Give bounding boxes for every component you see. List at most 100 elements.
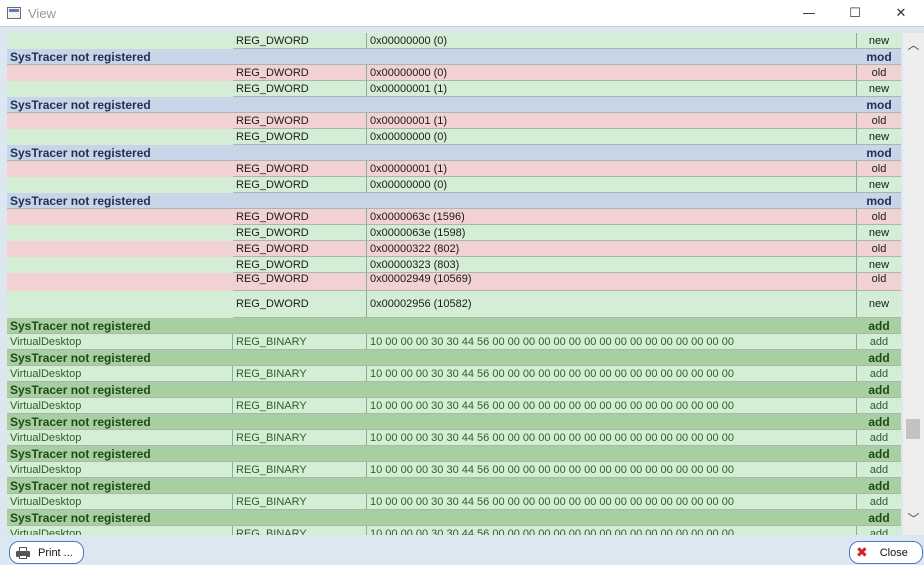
maximize-button[interactable]: ☐ (849, 5, 861, 21)
vertical-scrollbar[interactable]: ︿ ﹀ (903, 33, 924, 536)
group-status: add (857, 478, 901, 494)
table-row-new[interactable]: REG_DWORD 0x00000323 (803) new (7, 257, 901, 273)
status-cell: old (857, 273, 901, 291)
table-row-add[interactable]: VirtualDesktop REG_BINARY 10 00 00 00 30… (7, 430, 901, 446)
print-button-label: Print ... (38, 546, 73, 559)
group-header-add[interactable]: SysTracer not registered add (7, 446, 901, 462)
group-header-label: SysTracer not registered (7, 510, 857, 526)
type-cell: REG_DWORD (233, 273, 367, 291)
group-header-label: SysTracer not registered (7, 97, 857, 113)
value-cell: 0x00002956 (10582) (367, 291, 857, 318)
type-cell: REG_BINARY (233, 526, 367, 536)
group-status: add (857, 318, 901, 334)
group-header-label: SysTracer not registered (7, 414, 857, 430)
value-cell: 0x00002949 (10569) (367, 273, 857, 291)
table-row-add[interactable]: VirtualDesktop REG_BINARY 10 00 00 00 30… (7, 526, 901, 536)
table-row-old[interactable]: REG_DWORD 0x00000322 (802) old (7, 241, 901, 257)
close-button[interactable]: ✖ Close (849, 541, 923, 564)
group-header-label: SysTracer not registered (7, 478, 857, 494)
table-row-new[interactable]: REG_DWORD 0x00000001 (1) new (7, 81, 901, 97)
status-cell: old (857, 113, 901, 129)
status-cell: old (857, 161, 901, 177)
key-spacer (7, 209, 233, 225)
scroll-down-icon[interactable]: ﹀ (907, 511, 920, 526)
type-cell: REG_DWORD (233, 177, 367, 193)
value-cell: 10 00 00 00 30 30 44 56 00 00 00 00 00 0… (367, 430, 857, 446)
group-header-add[interactable]: SysTracer not registered add (7, 510, 901, 526)
table-row-old[interactable]: REG_DWORD 0x00000001 (1) old (7, 113, 901, 129)
group-header-label: SysTracer not registered (7, 193, 857, 209)
value-cell: 10 00 00 00 30 30 44 56 00 00 00 00 00 0… (367, 462, 857, 478)
group-header-add[interactable]: SysTracer not registered add (7, 318, 901, 334)
key-cell: VirtualDesktop (7, 398, 233, 414)
status-cell: add (857, 462, 901, 478)
status-cell: new (857, 257, 901, 273)
type-cell: REG_BINARY (233, 334, 367, 350)
value-cell: 0x00000000 (0) (367, 65, 857, 81)
status-cell: add (857, 398, 901, 414)
table-row-new[interactable]: REG_DWORD 0x00000000 (0) new (7, 129, 901, 145)
group-header-label: SysTracer not registered (7, 145, 857, 161)
group-header-mod[interactable]: SysTracer not registered mod (7, 193, 901, 209)
table-row[interactable]: REG_DWORD 0x00000000 (0) new (7, 33, 901, 49)
key-cell: VirtualDesktop (7, 430, 233, 446)
key-spacer (7, 65, 233, 81)
table-row-add[interactable]: VirtualDesktop REG_BINARY 10 00 00 00 30… (7, 366, 901, 382)
table-row-old[interactable]: REG_DWORD 0x00000000 (0) old (7, 65, 901, 81)
table-row-new[interactable]: REG_DWORD 0x00000000 (0) new (7, 177, 901, 193)
table-row-old[interactable]: REG_DWORD 0x00000001 (1) old (7, 161, 901, 177)
key-spacer (7, 129, 233, 145)
scrollbar-thumb[interactable] (906, 419, 920, 439)
table-row-add[interactable]: VirtualDesktop REG_BINARY 10 00 00 00 30… (7, 494, 901, 510)
group-header-add[interactable]: SysTracer not registered add (7, 350, 901, 366)
scroll-up-icon[interactable]: ︿ (907, 37, 920, 52)
group-status: add (857, 510, 901, 526)
key-cell: VirtualDesktop (7, 462, 233, 478)
group-header-add[interactable]: SysTracer not registered add (7, 382, 901, 398)
type-cell: REG_BINARY (233, 430, 367, 446)
status-cell: add (857, 526, 901, 537)
group-header-add[interactable]: SysTracer not registered add (7, 478, 901, 494)
group-header-label: SysTracer not registered (7, 350, 857, 366)
status-cell: new (857, 129, 901, 145)
key-cell: VirtualDesktop (7, 334, 233, 350)
type-cell: REG_DWORD (233, 257, 367, 273)
group-header-add[interactable]: SysTracer not registered add (7, 414, 901, 430)
value-cell: 0x00000001 (1) (367, 81, 857, 97)
value-cell: 0x00000000 (0) (367, 129, 857, 145)
type-cell: REG_BINARY (233, 494, 367, 510)
type-cell: REG_BINARY (233, 462, 367, 478)
key-cell: VirtualDesktop (7, 526, 233, 536)
table-row-add[interactable]: VirtualDesktop REG_BINARY 10 00 00 00 30… (7, 334, 901, 350)
type-cell: REG_DWORD (233, 241, 367, 257)
group-header-mod[interactable]: SysTracer not registered mod (7, 97, 901, 113)
table-row-old[interactable]: REG_DWORD 0x0000063c (1596) old (7, 209, 901, 225)
table-row-new[interactable]: REG_DWORD 0x00002956 (10582) new (7, 291, 901, 318)
minimize-button[interactable]: — (802, 5, 816, 21)
table-row-add[interactable]: VirtualDesktop REG_BINARY 10 00 00 00 30… (7, 398, 901, 414)
status-cell: new (857, 225, 901, 241)
value-cell: 0x00000323 (803) (367, 257, 857, 273)
value-cell: 0x00000322 (802) (367, 241, 857, 257)
window-close-button[interactable]: ✕ (895, 5, 907, 21)
table-row-old[interactable]: REG_DWORD 0x00002949 (10569) old (7, 273, 901, 291)
group-status: add (857, 446, 901, 462)
table-row-new[interactable]: REG_DWORD 0x0000063e (1598) new (7, 225, 901, 241)
type-cell: REG_DWORD (233, 129, 367, 145)
key-spacer (7, 257, 233, 273)
table-row-add[interactable]: VirtualDesktop REG_BINARY 10 00 00 00 30… (7, 462, 901, 478)
group-header-mod[interactable]: SysTracer not registered mod (7, 49, 901, 65)
group-status: mod (857, 193, 901, 209)
title-bar: View — ☐ ✕ (0, 0, 924, 26)
print-button[interactable]: Print ... (9, 541, 84, 564)
group-header-mod[interactable]: SysTracer not registered mod (7, 145, 901, 161)
value-cell: 0x0000063e (1598) (367, 225, 857, 241)
key-cell: VirtualDesktop (7, 366, 233, 382)
key-spacer (7, 33, 233, 49)
content-area: UpdateDrivenByExpiration REG_DWORD 0x000… (0, 26, 924, 536)
key-spacer (7, 161, 233, 177)
close-button-label: Close (879, 546, 908, 559)
registry-changes-table[interactable]: UpdateDrivenByExpiration REG_DWORD 0x000… (7, 33, 901, 536)
type-cell: REG_DWORD (233, 291, 367, 318)
status-cell: new (857, 291, 901, 318)
